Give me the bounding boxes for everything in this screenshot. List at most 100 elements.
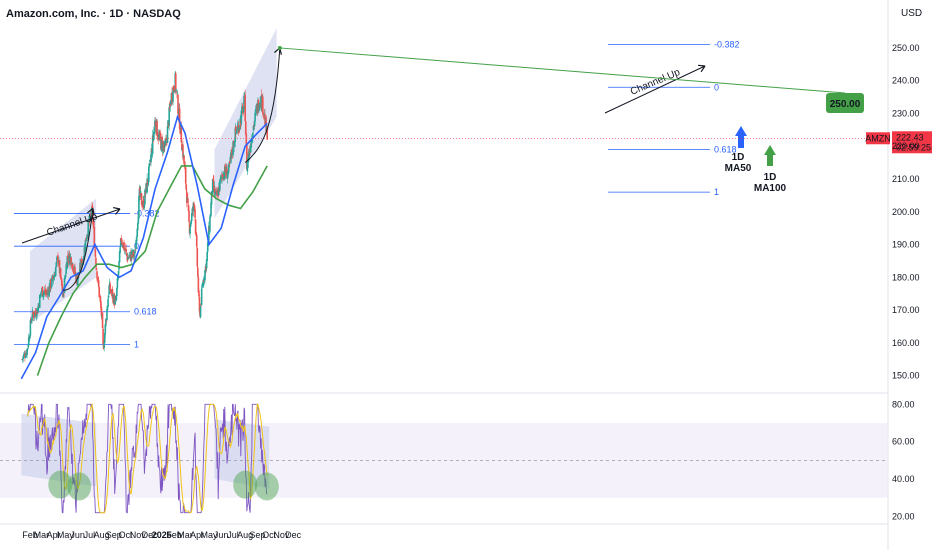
candle-body — [210, 191, 213, 205]
candle-body — [35, 317, 38, 318]
candle-body — [163, 147, 166, 149]
candle-body — [259, 102, 261, 104]
candle-body — [205, 259, 208, 269]
candle-body — [69, 255, 71, 265]
ticker-label: AMZN — [865, 133, 891, 143]
candle-body — [162, 143, 164, 154]
x-tick-label: Jun — [70, 530, 85, 540]
candle-body — [110, 292, 113, 294]
candle-body — [159, 132, 162, 139]
x-tick-label: Jul — [84, 530, 96, 540]
candle-body — [96, 271, 98, 279]
channel-left-arrow — [21, 208, 121, 244]
candle-body — [107, 295, 110, 298]
x-tick-label: Oct — [262, 530, 277, 540]
candle-body — [92, 223, 95, 229]
candle-body — [94, 248, 97, 257]
candle-body — [229, 156, 232, 162]
candle-body — [100, 307, 103, 316]
candle-body — [257, 100, 260, 112]
ma100-line — [36, 165, 268, 376]
candle-body — [70, 257, 72, 266]
candle-body — [64, 274, 67, 277]
y-tick-label: 220.00 — [892, 141, 920, 151]
candle-body — [189, 222, 192, 227]
candle-body — [200, 288, 203, 305]
candle-body — [52, 275, 54, 280]
candle-body — [237, 124, 239, 126]
candle-body — [93, 226, 96, 247]
candle-body — [214, 187, 216, 195]
candle-body — [168, 106, 171, 108]
candle-body — [120, 237, 123, 241]
candle-body — [73, 271, 75, 272]
candle-body — [168, 107, 170, 126]
x-tick-label: Oct — [119, 530, 134, 540]
y-tick-label: 240.00 — [892, 76, 920, 86]
candle-body — [228, 163, 231, 167]
candle-body — [154, 121, 157, 126]
candle-body — [234, 127, 237, 142]
candle-body — [38, 295, 41, 309]
candle-body — [123, 241, 125, 251]
candle-body — [233, 142, 235, 147]
rsi-low-circle — [254, 472, 279, 501]
candle-body — [45, 292, 47, 294]
candle-body — [141, 205, 144, 207]
candle-body — [227, 164, 230, 173]
candle-body — [209, 216, 211, 232]
candle-body — [242, 106, 245, 113]
candle-body — [64, 277, 66, 280]
candle-body — [27, 345, 29, 347]
channel-right-label: Channel Up — [629, 67, 682, 98]
candle-body — [66, 256, 69, 269]
candle-body — [201, 286, 204, 288]
candle-body — [244, 94, 246, 122]
x-tick-label: Nov — [130, 530, 147, 540]
candle-body — [29, 320, 32, 336]
candle-body — [162, 144, 165, 146]
candle-body — [182, 144, 184, 158]
candle-body — [226, 168, 228, 179]
candle-body — [45, 291, 48, 293]
candle-body — [171, 92, 173, 102]
candle-body — [110, 289, 112, 293]
candle-body — [33, 312, 36, 317]
x-tick-label: Feb — [22, 530, 38, 540]
candle-body — [31, 318, 33, 320]
candle-body — [119, 238, 122, 247]
candle-body — [252, 132, 254, 139]
candle-body — [51, 277, 53, 287]
chart-title: Amazon.com, Inc. · 1D · NASDAQ — [6, 8, 181, 20]
x-tick-label: Sep — [106, 530, 122, 540]
candle-body — [262, 112, 265, 114]
candle-body — [27, 336, 30, 346]
candle-body — [121, 242, 124, 246]
candle-body — [44, 288, 47, 294]
ma100-label-line1: 1D — [764, 172, 777, 183]
candle-body — [235, 131, 238, 133]
candle-body — [183, 155, 185, 164]
candle-body — [165, 139, 167, 145]
candle-body — [219, 179, 221, 191]
candle-body — [37, 306, 39, 313]
ticker-tag — [866, 132, 890, 145]
y-tick-label: 160.00 — [892, 338, 920, 348]
candle-body — [133, 251, 135, 257]
candle-body — [248, 150, 251, 157]
candle-body — [195, 232, 197, 236]
candle-body — [254, 112, 256, 122]
candle-body — [253, 121, 256, 127]
candle-body — [49, 279, 52, 289]
fib-left-label: 1 — [134, 339, 139, 349]
candle-body — [89, 213, 91, 222]
rsi-low-circle — [233, 470, 258, 499]
candle-body — [32, 314, 35, 318]
candle-body — [227, 171, 229, 175]
ma50-label-line1: 1D — [732, 152, 745, 163]
candle-body — [85, 238, 88, 241]
rsi-low-circle — [48, 470, 73, 499]
candle-body — [43, 291, 45, 293]
